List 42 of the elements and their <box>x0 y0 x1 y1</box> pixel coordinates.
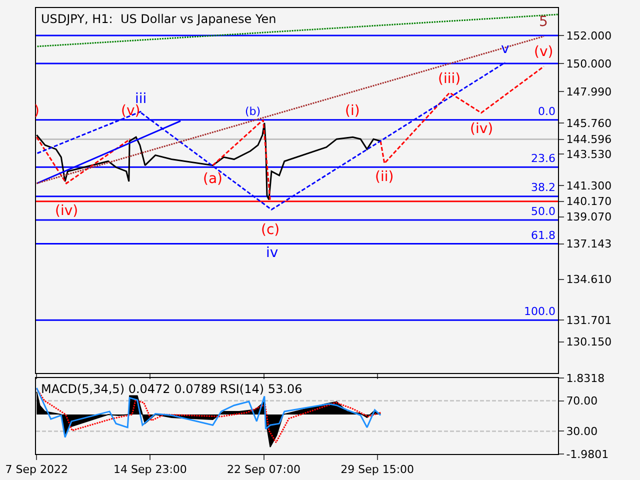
y-tick-label: 144.596 <box>566 133 612 146</box>
y-tick-label: 150.000 <box>566 57 612 70</box>
y2-tick-label: 38.2 <box>531 181 556 194</box>
x-tick-label: 22 Sep 07:00 <box>227 463 300 476</box>
y2-tick-label: 100.0 <box>524 305 556 318</box>
annotation: (b) <box>245 105 261 118</box>
annotation: (i) <box>345 103 360 119</box>
y2-tick-label: 70.00 <box>566 394 598 408</box>
annotation: (iv) <box>470 121 494 137</box>
y-tick-label: 145.760 <box>566 116 612 130</box>
y-tick-label: 131.701 <box>566 314 612 327</box>
annotation: (a) <box>203 171 223 187</box>
annotation: (ii) <box>375 169 394 185</box>
y-tick-label: 137.143 <box>566 238 612 251</box>
annotation: (c) <box>261 222 280 238</box>
y-tick-label: 139.070 <box>566 210 612 224</box>
y-tick-label: 134.610 <box>566 273 612 286</box>
y-tick-label: 130.150 <box>566 336 612 349</box>
y2-tick-label: 30.00 <box>566 425 598 438</box>
annotation: iv <box>266 245 278 261</box>
y-tick-label: 141.300 <box>566 179 612 192</box>
annotation: 5 <box>539 14 548 30</box>
x-tick-label: 29 Sep 15:00 <box>340 463 414 476</box>
x-tick-label: 7 Sep 2022 <box>5 463 68 476</box>
x-tick-label: 14 Sep 23:00 <box>113 463 187 476</box>
y-tick-label: 147.990 <box>566 86 612 99</box>
y2-tick-label: 0.0 <box>538 105 556 118</box>
y2-tick-label: 61.8 <box>531 229 556 242</box>
annotation: (v) <box>121 103 140 119</box>
y-tick-label: -1.9801 <box>566 448 609 461</box>
chart-title: MACD(5,34,5) 0.0472 0.0789 RSI(14) 53.06 <box>41 382 302 396</box>
annotation: v <box>501 41 510 57</box>
y-tick-label: 1.8318 <box>566 372 605 385</box>
y-tick-label: 152.000 <box>566 29 612 42</box>
annotation: (iv) <box>55 203 78 219</box>
y2-tick-label: 50.0 <box>531 205 556 218</box>
y-tick-label: 140.170 <box>566 195 612 208</box>
annotation: (iii) <box>438 71 461 87</box>
y-tick-label: 143.530 <box>566 148 612 162</box>
annotation: (v) <box>534 44 554 60</box>
chart-title: USDJPY, H1: US Dollar vs Japanese Yen <box>41 12 276 26</box>
y2-tick-label: 23.6 <box>531 152 556 165</box>
